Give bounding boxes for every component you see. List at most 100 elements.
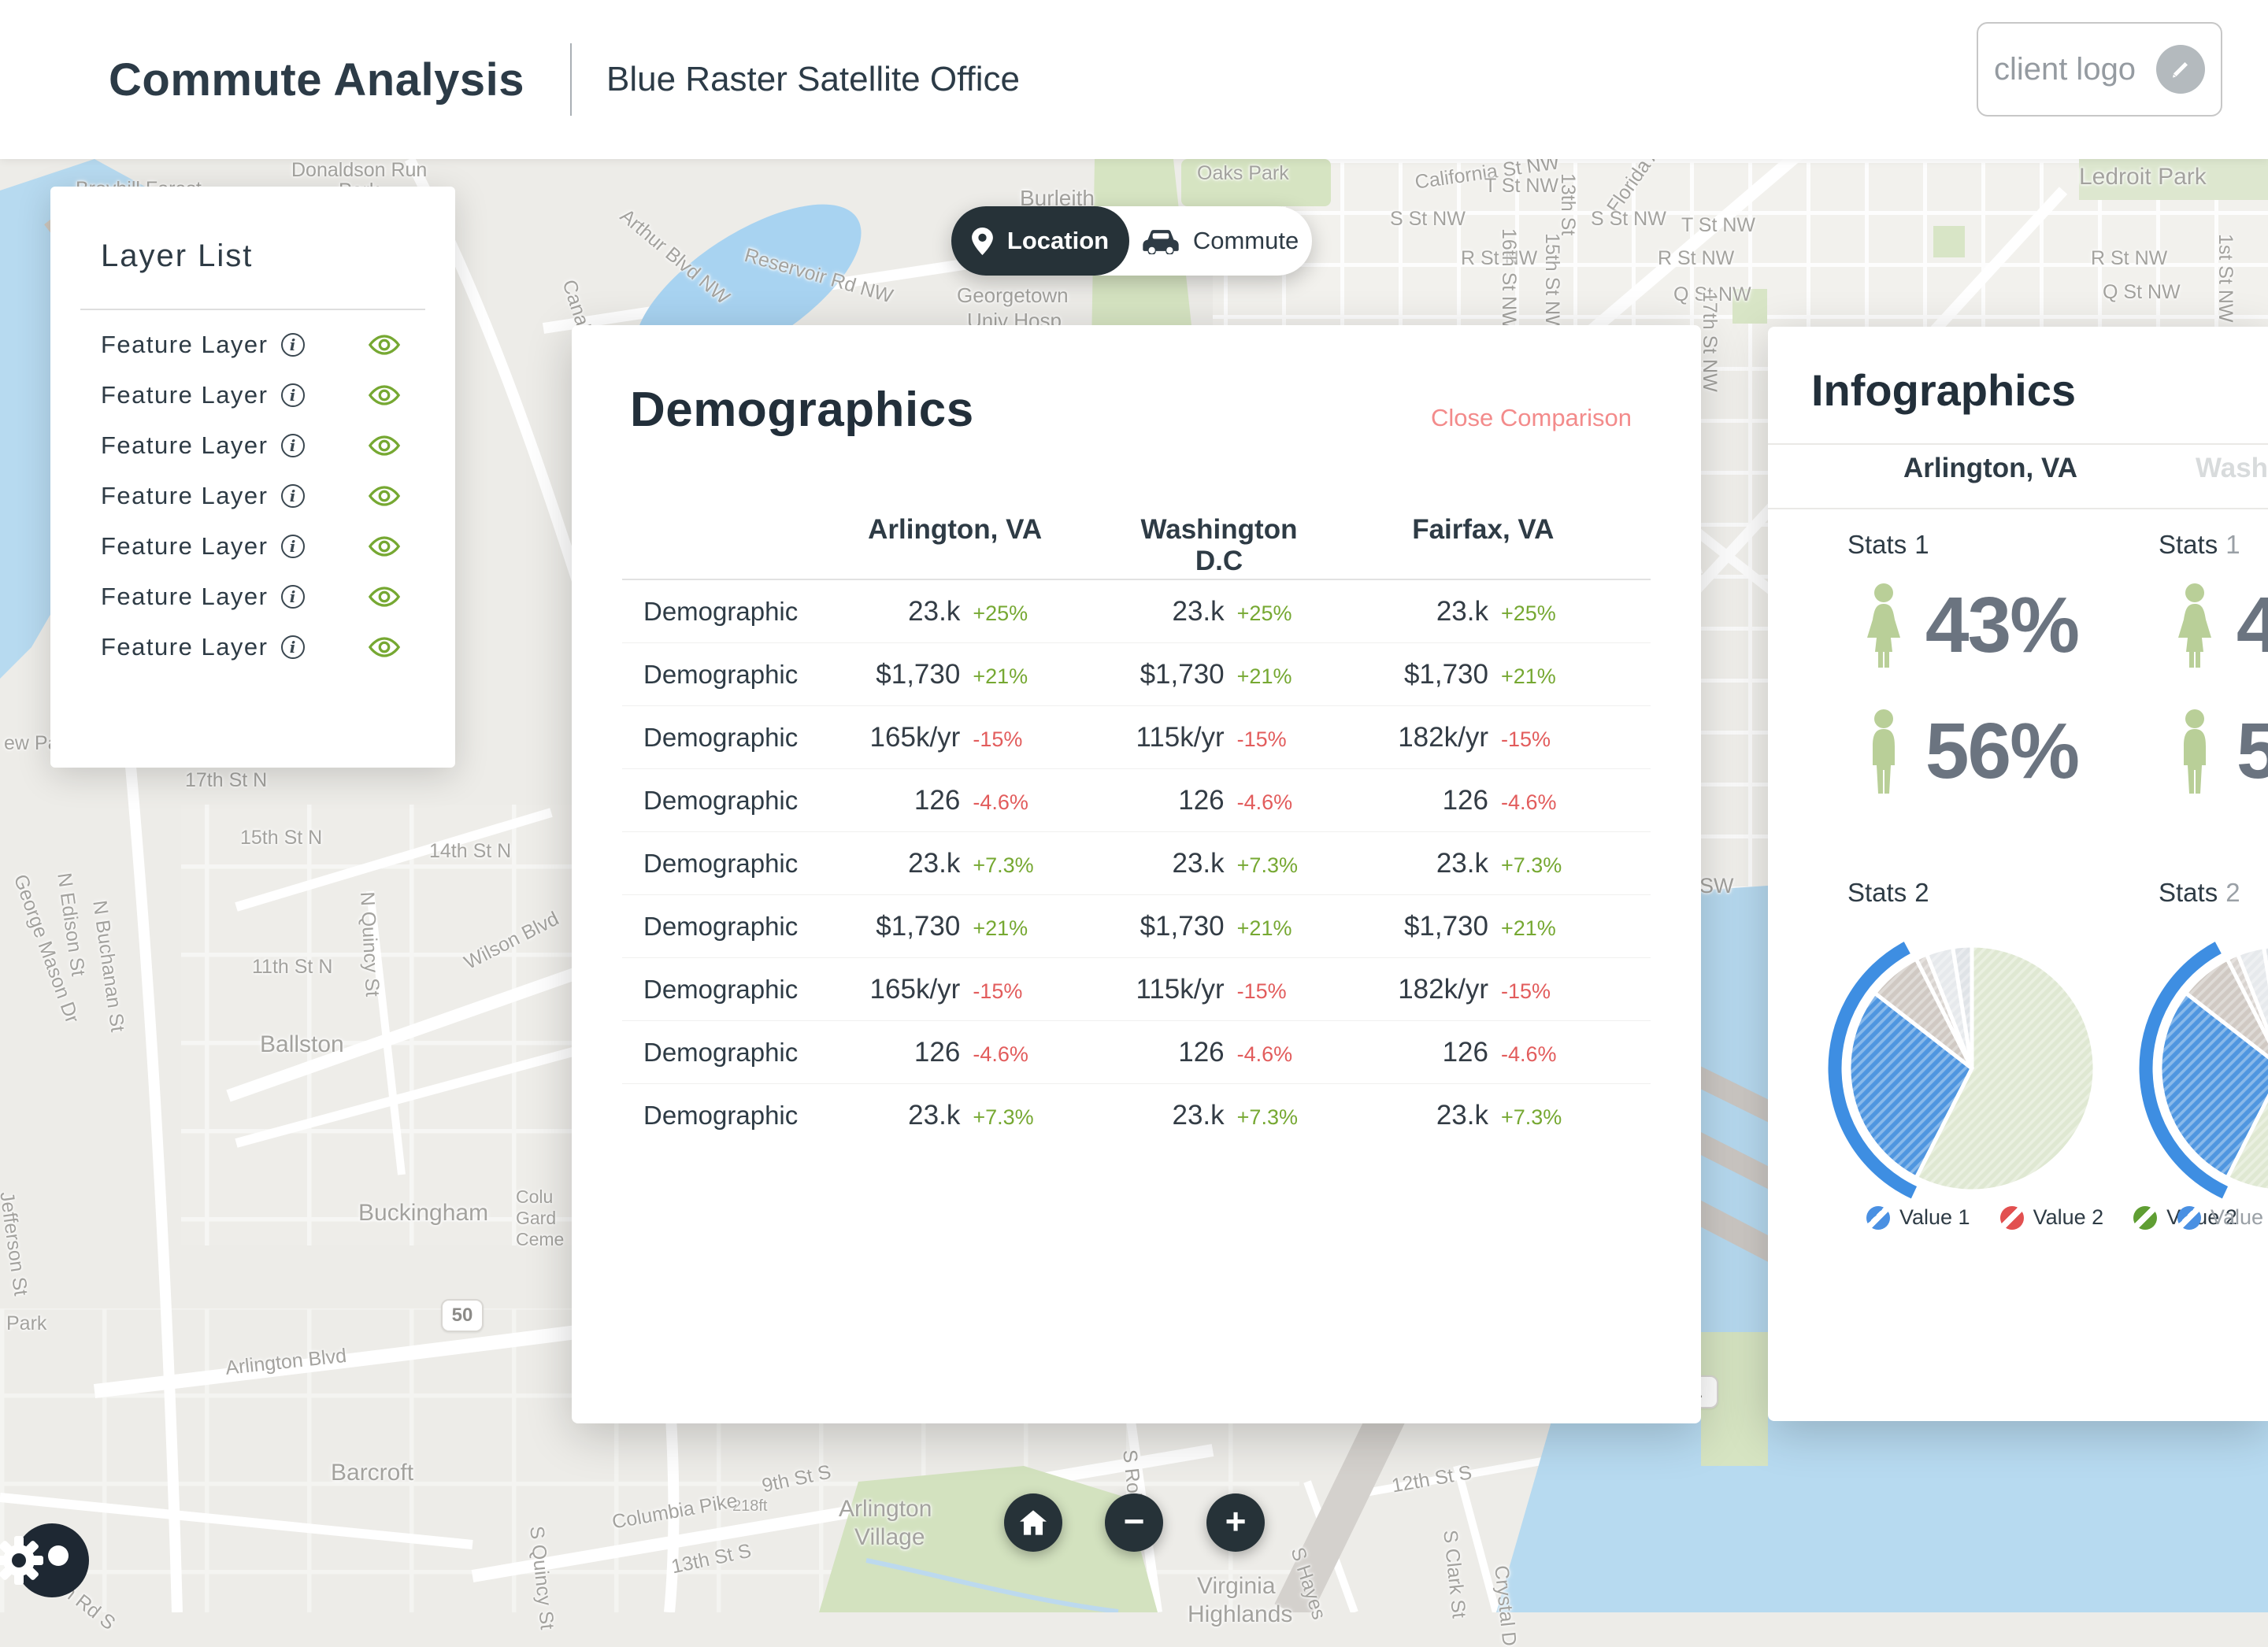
location-pin-icon	[972, 227, 993, 255]
map-street-label: Barcroft	[331, 1460, 414, 1486]
visibility-eye-icon[interactable]	[367, 535, 402, 557]
map-street-label: SW	[1699, 874, 1734, 898]
metric-cell: $1,730 +21%	[1403, 658, 1556, 690]
map-home-button[interactable]	[1004, 1493, 1062, 1552]
metric-cell: $1,730 +21%	[1140, 910, 1292, 942]
map-street-label: T St NW	[1681, 214, 1755, 236]
stats1-label: Stats 1	[2159, 530, 2240, 559]
layer-list-panel: Layer List Feature Layer i Feature Layer…	[50, 187, 455, 768]
layer-list-item: Feature Layer i	[80, 320, 425, 370]
comparison-column-header: Arlington, VA	[868, 514, 1043, 545]
home-icon	[1020, 1510, 1047, 1535]
legend-item: Value 1	[2177, 1205, 2268, 1230]
stats2-label: Stats 2	[1847, 878, 1929, 907]
metric-cell: 23.k +25%	[908, 595, 1028, 627]
row-label: Demographic	[643, 722, 799, 752]
visibility-eye-icon[interactable]	[367, 485, 402, 507]
row-label: Demographic	[643, 596, 799, 626]
map-street-label: 218ft	[732, 1497, 768, 1515]
layer-label: Feature Layer	[101, 331, 269, 358]
metric-cell: 182k/yr -15%	[1398, 973, 1551, 1005]
info-icon[interactable]: i	[280, 383, 305, 407]
layer-list-item: Feature Layer i	[80, 370, 425, 420]
legend-swatch-icon	[2133, 1205, 2158, 1230]
row-label: Demographic	[643, 848, 799, 878]
client-logo-button[interactable]: client logo	[1977, 22, 2222, 117]
male-stat: 56%	[1858, 706, 2095, 797]
metric-cell: 23.k +7.3%	[1436, 1100, 1562, 1131]
map-street-label: Highlands	[1188, 1601, 1293, 1627]
zoom-out-button[interactable]: −	[1105, 1493, 1163, 1552]
table-row: Demographic 23.k +7.3% 23.k +7.3% 23.k +7.3%	[622, 832, 1651, 895]
infographics-panel: Infographics Arlington, VA Stats 1 43% 56…	[1768, 327, 2268, 1421]
map-street-label: Park	[6, 1312, 47, 1334]
table-row: Demographic 126 -4.6% 126 -4.6% 126 -4.6%	[622, 769, 1651, 832]
layer-list-item: Feature Layer i	[80, 572, 425, 622]
row-label: Demographic	[643, 785, 799, 815]
edit-pencil-icon[interactable]	[2156, 45, 2206, 94]
map-street-label: R St NW	[1461, 247, 1538, 269]
visibility-eye-icon[interactable]	[367, 435, 402, 457]
tab-location[interactable]: Location	[951, 206, 1129, 276]
visibility-eye-icon[interactable]	[367, 384, 402, 406]
map-street-label: Buckingham	[358, 1200, 489, 1226]
map-street-label: T St NW	[1484, 175, 1558, 197]
tab-commute[interactable]: Commute	[1129, 206, 1312, 276]
infographics-column: Arlington, VA Stats 1 43% 56% Stats 2 Valu…	[1811, 327, 2237, 1421]
pie-legend: Value 1 Value 2 Value 2	[1866, 1205, 2237, 1230]
plus-icon: +	[1225, 1501, 1247, 1542]
metric-cell: 126 -4.6%	[1178, 1036, 1293, 1068]
info-icon[interactable]: i	[280, 535, 305, 558]
layer-label: Feature Layer	[101, 633, 269, 661]
metric-cell: 23.k +7.3%	[1172, 1100, 1298, 1131]
info-icon[interactable]: i	[280, 585, 305, 609]
fab-dot	[48, 1545, 69, 1566]
layer-label: Feature Layer	[101, 583, 269, 610]
metric-cell: 23.k +7.3%	[1436, 847, 1562, 879]
row-label: Demographic	[643, 911, 799, 941]
map-street-label: Ceme	[516, 1229, 565, 1249]
map-street-label: R St NW	[1658, 247, 1735, 269]
layer-label: Feature Layer	[101, 431, 269, 459]
map-street-label: 11th St N	[252, 956, 333, 978]
metric-cell: 23.k +7.3%	[908, 847, 1034, 879]
infographics-title: Infographics	[1811, 365, 2077, 415]
male-percentage: 56%	[2236, 707, 2268, 795]
row-label: Demographic	[643, 659, 799, 689]
close-comparison-link[interactable]: Close Comparison	[1431, 404, 1632, 431]
info-icon[interactable]: i	[280, 484, 305, 508]
legend-item: Value 1	[1866, 1205, 1970, 1230]
female-percentage: 43%	[2236, 581, 2268, 669]
male-stat: 56%	[2170, 706, 2268, 797]
metric-cell: 115k/yr -15%	[1136, 721, 1287, 753]
layer-list-item: Feature Layer i	[80, 622, 425, 672]
settings-fab[interactable]	[0, 1523, 89, 1597]
male-icon	[1873, 709, 1895, 794]
layer-list-item: Feature Layer i	[80, 420, 425, 471]
legend-swatch-icon	[1866, 1205, 1890, 1230]
metric-cell: 126 -4.6%	[1442, 784, 1557, 816]
info-icon[interactable]: i	[280, 635, 305, 659]
metric-cell: 115k/yr -15%	[1136, 973, 1287, 1005]
layer-label: Feature Layer	[101, 381, 269, 409]
female-icon	[1867, 583, 1900, 668]
visibility-eye-icon[interactable]	[367, 334, 402, 356]
tab-commute-label: Commute	[1192, 227, 1299, 254]
map-street-label: 13th St	[1557, 173, 1579, 236]
metric-cell: 23.k +25%	[1172, 595, 1292, 627]
table-row: Demographic 165k/yr -15% 115k/yr -15% 182k/y…	[622, 706, 1651, 769]
visibility-eye-icon[interactable]	[367, 636, 402, 658]
zoom-in-button[interactable]: +	[1206, 1493, 1265, 1552]
info-icon[interactable]: i	[280, 434, 305, 457]
legend-label: Value 1	[2211, 1205, 2268, 1229]
title-divider	[570, 43, 572, 116]
row-label: Demographic	[643, 1101, 799, 1130]
male-icon	[2184, 709, 2206, 794]
column-city-header: Arlington, VA	[1903, 453, 2077, 483]
info-icon[interactable]: i	[280, 333, 305, 357]
gear-icon	[0, 1536, 43, 1585]
map-street-label: 15th St N	[240, 827, 323, 849]
visibility-eye-icon[interactable]	[367, 586, 402, 608]
legend-item: Value 2	[2133, 1205, 2237, 1230]
metric-cell: $1,730 +21%	[876, 910, 1028, 942]
